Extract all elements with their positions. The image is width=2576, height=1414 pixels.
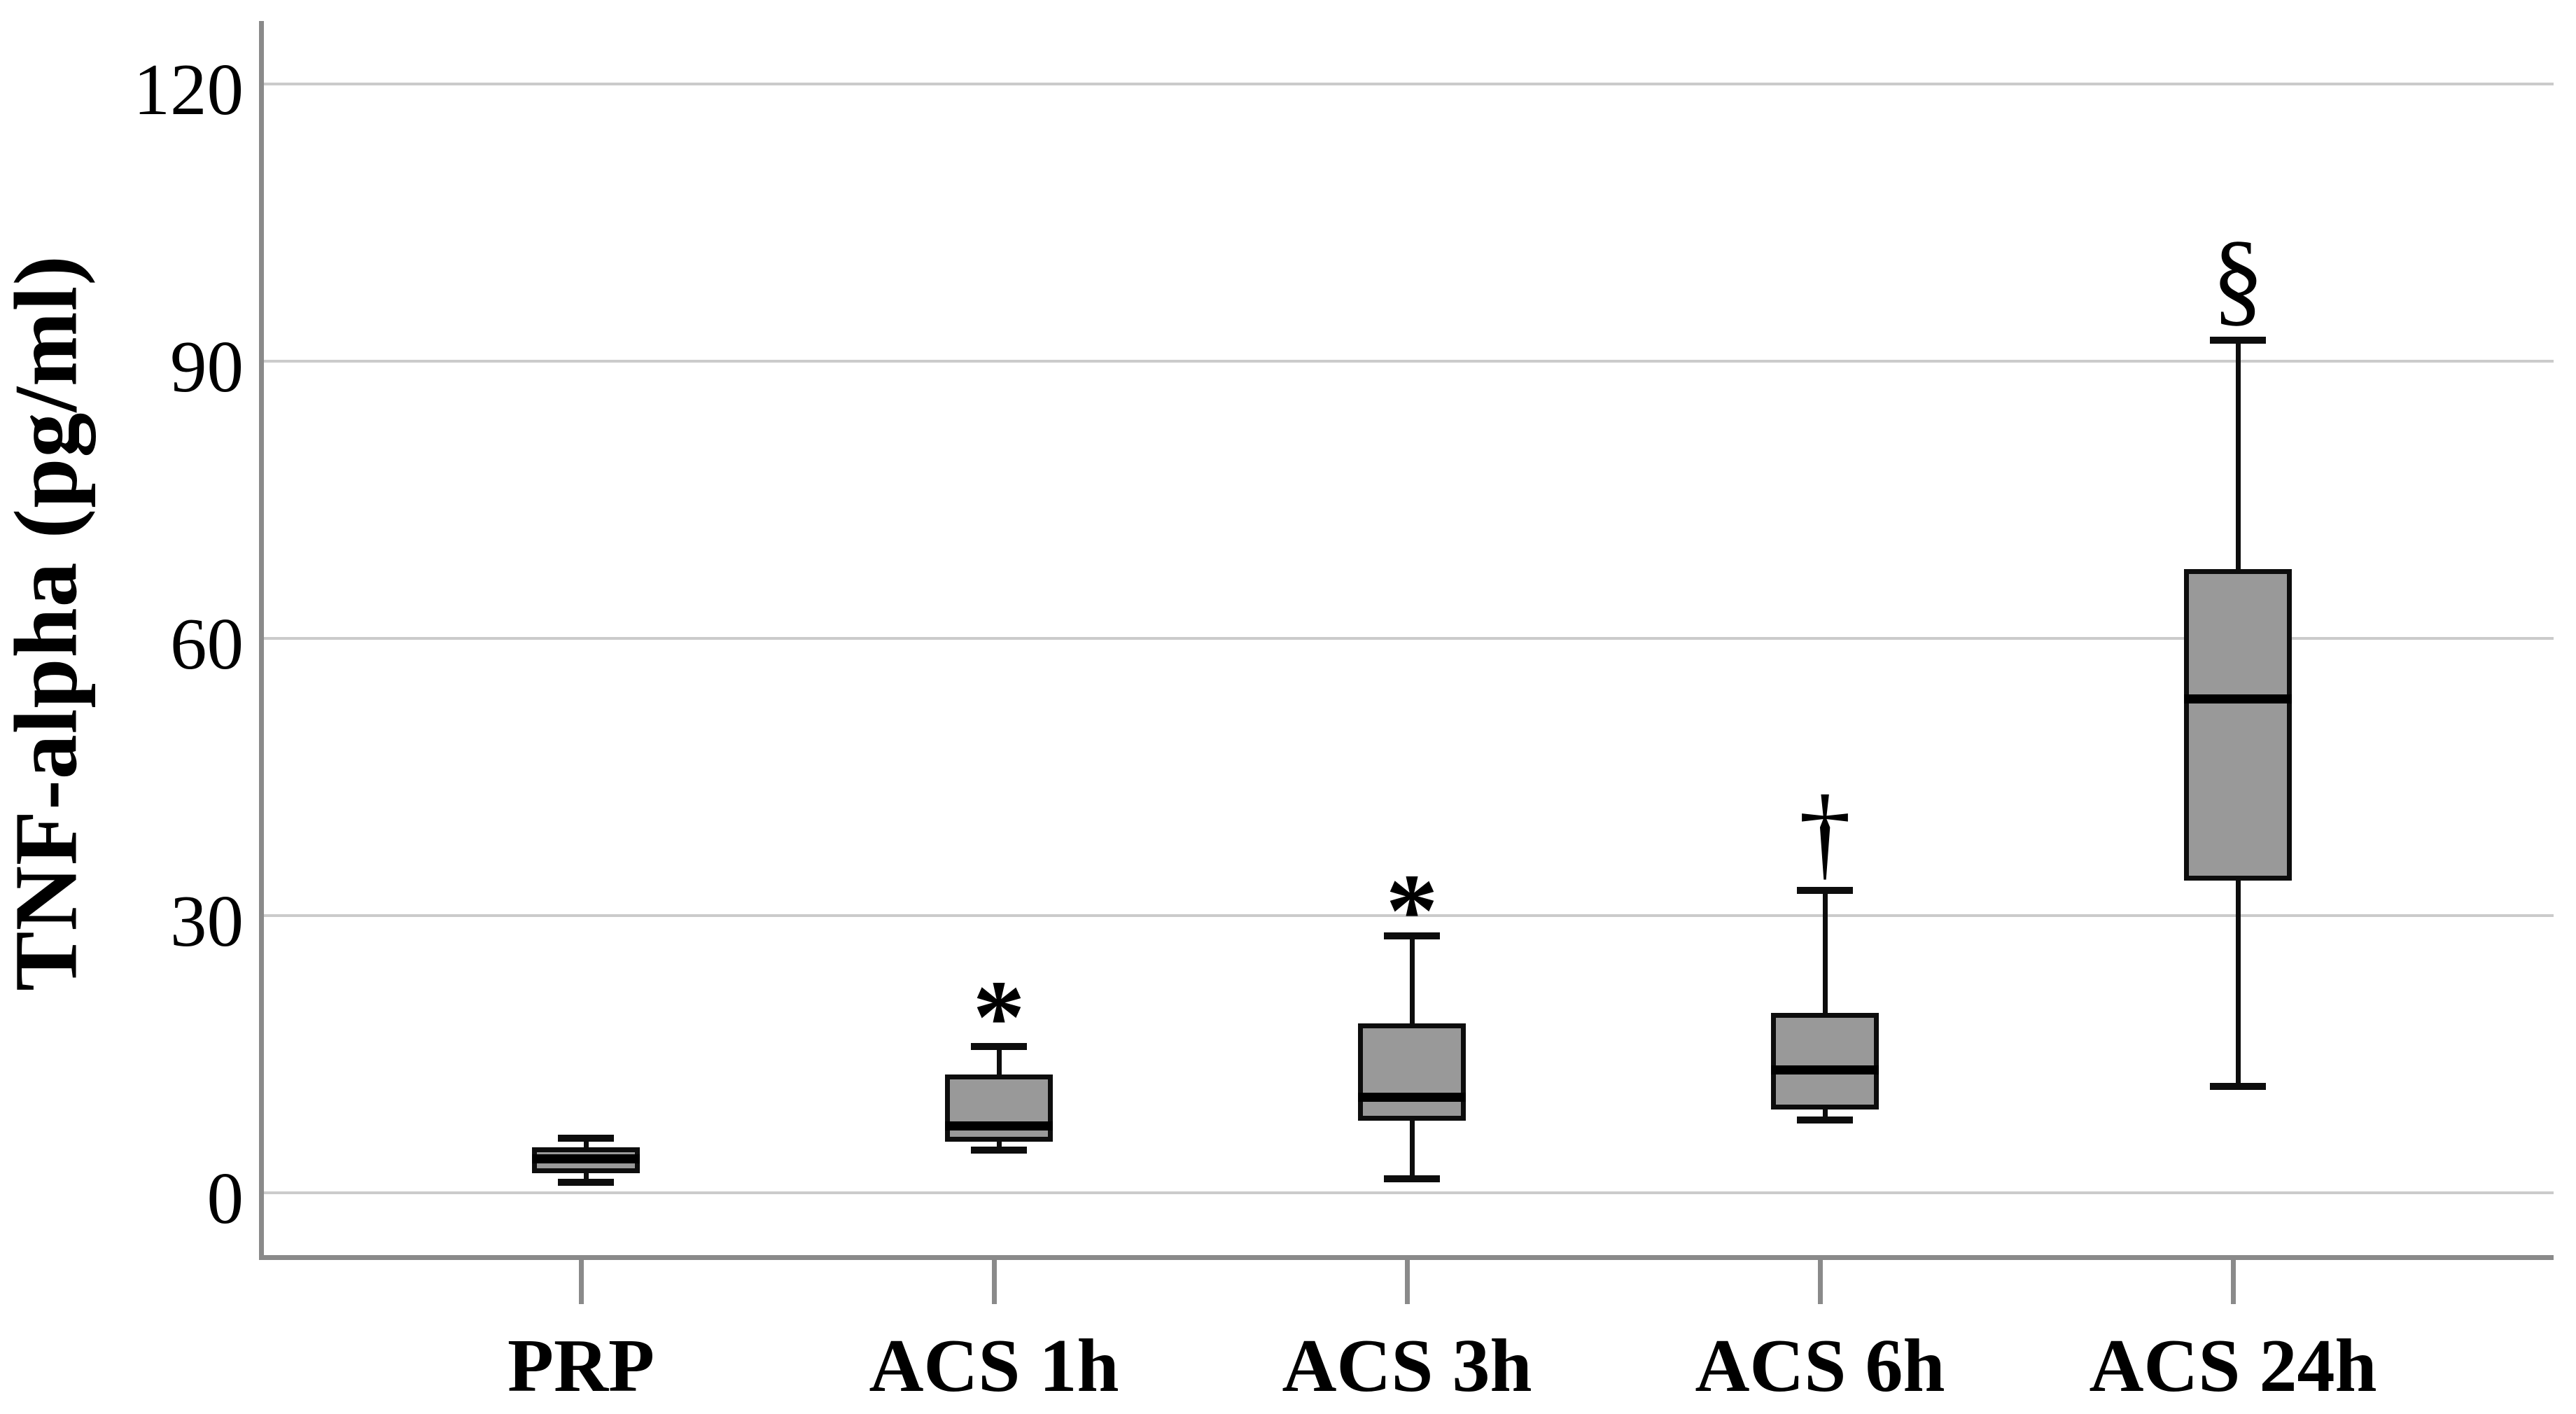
median-line <box>945 1121 1053 1130</box>
significance-symbol: * <box>1385 853 1438 969</box>
y-tick-label-60: 60 <box>170 603 244 685</box>
gridline-60 <box>264 637 2554 640</box>
y-tick-label-120: 120 <box>133 48 244 130</box>
whisker-cap-low <box>971 1147 1027 1154</box>
whisker-cap-high <box>1797 887 1853 895</box>
whisker-cap-high <box>2210 336 2266 344</box>
whisker-cap-low <box>558 1179 614 1186</box>
whisker-cap-high <box>971 1043 1027 1051</box>
median-line <box>1358 1092 1466 1102</box>
whisker-cap-low <box>1384 1175 1440 1183</box>
x-category-label-3: ACS 3h <box>1282 1324 1532 1408</box>
median-line <box>1771 1065 1879 1075</box>
x-category-label-4: ACS 6h <box>1695 1324 1945 1408</box>
iqr-box <box>1771 1012 1879 1110</box>
x-category-label-5: ACS 24h <box>2089 1324 2377 1408</box>
whisker-line <box>1823 890 1828 1120</box>
significance-symbol: § <box>2211 220 2264 337</box>
iqr-box <box>945 1074 1053 1142</box>
iqr-box <box>1358 1023 1466 1121</box>
x-category-label-1: PRP <box>507 1324 654 1408</box>
y-tick-label-0: 0 <box>206 1157 244 1239</box>
gridline-90 <box>264 360 2554 363</box>
median-line <box>2184 694 2292 704</box>
significance-symbol: † <box>1798 774 1851 891</box>
whisker-cap-low <box>1797 1116 1853 1124</box>
gridline-120 <box>264 83 2554 85</box>
whisker-cap-high <box>1384 932 1440 940</box>
significance-symbol: * <box>972 958 1026 1075</box>
gridline-30 <box>264 914 2554 917</box>
median-line <box>532 1154 640 1164</box>
iqr-box <box>2184 569 2292 881</box>
whisker-cap-low <box>2210 1083 2266 1091</box>
x-tick-5 <box>2231 1257 2236 1304</box>
x-tick-1 <box>579 1257 584 1304</box>
x-category-label-2: ACS 1h <box>869 1324 1119 1408</box>
x-tick-3 <box>1405 1257 1410 1304</box>
x-tick-2 <box>992 1257 997 1304</box>
plot-area: * * † § <box>259 21 2554 1260</box>
gridline-0 <box>264 1191 2554 1194</box>
x-tick-4 <box>1818 1257 1823 1304</box>
whisker-cap-high <box>558 1135 614 1142</box>
y-tick-label-90: 90 <box>170 326 244 407</box>
y-tick-label-30: 30 <box>170 880 244 962</box>
